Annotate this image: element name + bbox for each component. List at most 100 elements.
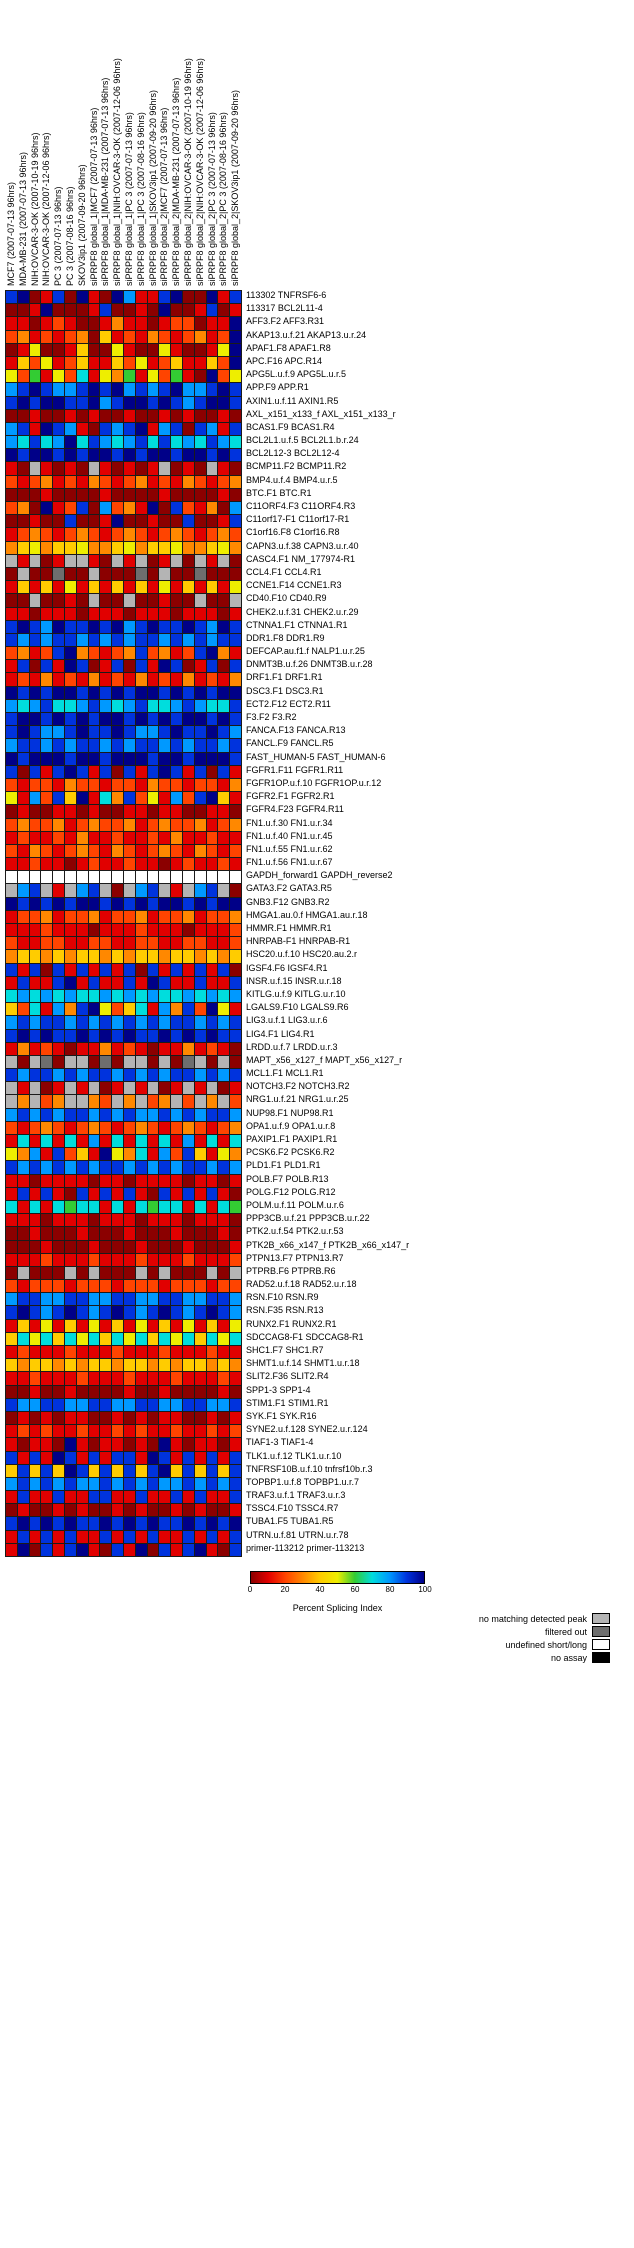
heatmap-cell (123, 1240, 135, 1253)
heatmap-cell (182, 436, 194, 449)
heatmap-cell (41, 567, 53, 581)
heatmap-cell (112, 686, 123, 699)
heatmap-cell (123, 356, 135, 370)
heatmap-cell (230, 792, 241, 805)
heatmap-cell (53, 581, 64, 594)
heatmap-cell (76, 910, 88, 923)
heatmap-cell (100, 765, 112, 778)
heatmap-cell (123, 620, 135, 633)
row-label: HNRPAB-F1 HNRPAB-R1 (246, 936, 351, 947)
heatmap-cell (182, 1398, 194, 1411)
heatmap-cell (41, 765, 53, 778)
heatmap-cell (29, 1530, 41, 1543)
heatmap-cell (100, 1003, 112, 1016)
heatmap-cell (100, 1174, 112, 1187)
heatmap-cell (29, 1464, 41, 1477)
heatmap-cell (112, 607, 123, 620)
heatmap-cell (88, 1385, 100, 1398)
heatmap-cell (230, 1543, 241, 1556)
heatmap-cell (76, 1319, 88, 1332)
heatmap-cell (17, 488, 29, 501)
heatmap-cell (100, 726, 112, 739)
heatmap-cell (182, 752, 194, 765)
heatmap-cell (6, 699, 17, 712)
heatmap-cell (147, 765, 159, 778)
heatmap-cell (6, 884, 17, 897)
heatmap-cell (112, 699, 123, 712)
heatmap-cell (100, 1200, 112, 1214)
heatmap-cell (206, 1200, 218, 1214)
column-label: siPRPF8 global_1|NIH:OVCAR-3-OK (2007-12… (112, 58, 123, 286)
heatmap-cell (41, 1148, 53, 1161)
heatmap-cell (194, 1293, 206, 1306)
heatmap-cell (182, 1029, 194, 1042)
heatmap-cell (64, 752, 76, 765)
heatmap-cell (218, 356, 230, 370)
heatmap-cell (206, 1398, 218, 1411)
heatmap-cell (76, 1240, 88, 1253)
heatmap-cell (88, 317, 100, 330)
heatmap-cell (76, 633, 88, 647)
heatmap-cell (88, 1425, 100, 1438)
heatmap-cell (147, 291, 159, 304)
heatmap-cell (182, 1346, 194, 1359)
heatmap-cell (64, 1240, 76, 1253)
column-label: MDA-MB-231 (2007-07-13 96hrs) (17, 151, 28, 286)
heatmap-cell (194, 436, 206, 449)
heatmap-cell (100, 515, 112, 528)
heatmap-cell (6, 1517, 17, 1530)
heatmap-cell (230, 475, 241, 488)
row-label: AKAP13.u.f.21 AKAP13.u.r.24 (246, 329, 367, 340)
heatmap-cell (64, 1055, 76, 1069)
heatmap-cell (147, 515, 159, 528)
heatmap-cell (123, 884, 135, 897)
heatmap-cell (17, 1319, 29, 1332)
heatmap-cell (218, 383, 230, 396)
heatmap-cell (206, 317, 218, 330)
heatmap-cell (218, 739, 230, 752)
heatmap-cell (100, 1227, 112, 1240)
heatmap-cell (100, 1411, 112, 1425)
heatmap-cell (100, 1477, 112, 1491)
heatmap-cell (218, 1174, 230, 1187)
heatmap-cell (206, 1016, 218, 1029)
heatmap-cell (230, 831, 241, 844)
heatmap-cell (135, 1003, 147, 1016)
heatmap-cell (123, 1398, 135, 1411)
heatmap-cell (171, 844, 182, 858)
heatmap-cell (123, 739, 135, 752)
heatmap-cell (147, 1293, 159, 1306)
heatmap-cell (17, 541, 29, 554)
heatmap-cell (218, 1425, 230, 1438)
heatmap-cell (53, 1332, 64, 1345)
heatmap-cell (230, 1477, 241, 1491)
heatmap-cell (147, 1082, 159, 1095)
heatmap-cell (206, 686, 218, 699)
heatmap-cell (218, 343, 230, 356)
heatmap-cell (64, 858, 76, 871)
heatmap-cell (88, 686, 100, 699)
heatmap-cell (29, 554, 41, 567)
heatmap-cell (123, 752, 135, 765)
heatmap-cell (88, 607, 100, 620)
row-label: RSN.F10 RSN.R9 (246, 1292, 319, 1303)
heatmap-cell (135, 1200, 147, 1214)
heatmap-cell (147, 1398, 159, 1411)
heatmap-cell (171, 1477, 182, 1491)
heatmap-cell (88, 1069, 100, 1082)
heatmap-cell (112, 370, 123, 383)
column-label: NIH:OVCAR-3-OK (2007-10-19 96hrs) (29, 132, 40, 286)
heatmap-cell (112, 871, 123, 884)
heatmap-cell (88, 633, 100, 647)
heatmap-cell (194, 831, 206, 844)
heatmap-cell (76, 765, 88, 778)
heatmap-cell (194, 1029, 206, 1042)
heatmap-cell (135, 647, 147, 660)
heatmap-cell (147, 884, 159, 897)
heatmap-cell (76, 304, 88, 317)
heatmap-cell (182, 778, 194, 792)
heatmap-cell (88, 1319, 100, 1332)
heatmap-cell (88, 462, 100, 475)
heatmap-cell (53, 1543, 64, 1556)
heatmap-cell (123, 765, 135, 778)
